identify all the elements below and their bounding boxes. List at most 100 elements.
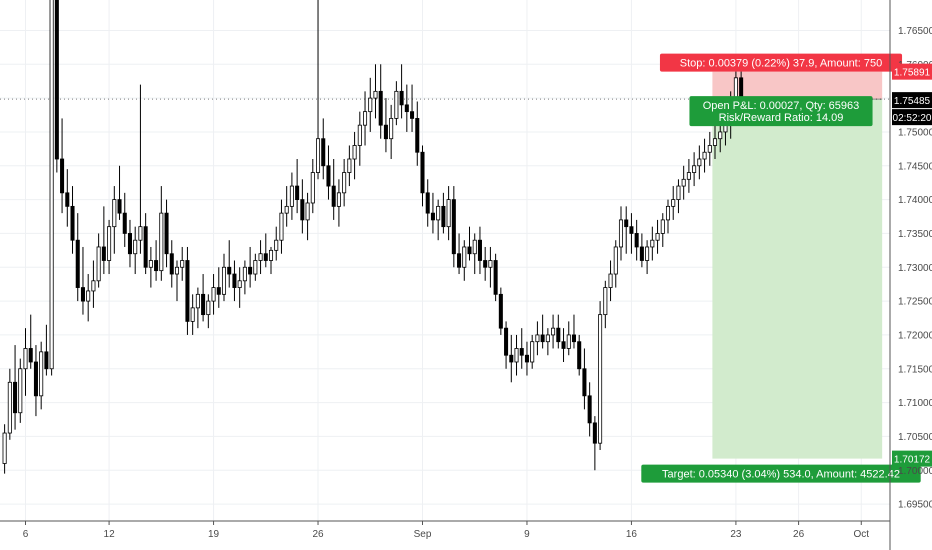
y-tick-label: 1.76500	[898, 26, 932, 37]
candle-body-down	[216, 287, 221, 295]
candle	[86, 274, 91, 322]
countdown-tag-bg	[892, 109, 932, 126]
candle-body-up	[347, 158, 352, 173]
candle-body-up	[697, 158, 702, 167]
candle	[420, 145, 425, 207]
candle	[13, 345, 18, 430]
candle-body-down	[300, 199, 305, 221]
candle	[462, 240, 467, 281]
candle-body-up	[603, 287, 608, 316]
candle-body-up	[446, 199, 451, 228]
x-tick-label: 16	[626, 529, 638, 540]
candle-body-up	[342, 172, 347, 194]
candle-body-down	[477, 239, 482, 261]
x-tick-label: 26	[793, 529, 805, 540]
candle	[39, 341, 44, 410]
candle-body-up	[133, 239, 138, 255]
candle	[326, 145, 331, 200]
candle	[23, 328, 28, 396]
candle	[561, 328, 566, 362]
current-price-tag: 1.75485	[892, 92, 932, 109]
candle-body-up	[707, 145, 712, 153]
candle	[363, 91, 368, 146]
candle	[75, 213, 80, 302]
candle	[159, 186, 164, 281]
candle	[425, 179, 430, 227]
candle-body-down	[504, 327, 509, 356]
candle-body-up	[530, 341, 535, 363]
candle	[133, 226, 138, 275]
candle-body-down	[122, 212, 127, 234]
candle	[201, 274, 206, 322]
candle-body-down	[430, 212, 435, 221]
candle	[331, 159, 336, 220]
target-zone	[712, 99, 883, 459]
candle	[295, 159, 300, 214]
candle	[655, 219, 660, 254]
candle	[430, 192, 435, 234]
candle-body-down	[154, 260, 159, 272]
candle	[436, 199, 441, 241]
y-tick-label: 1.75000	[898, 127, 932, 138]
candle	[582, 348, 587, 410]
candle-body-down	[519, 348, 524, 356]
candle-body-down	[70, 205, 75, 241]
target-label: Target: 0.05340 (3.04%) 534.0, Amount: 4…	[641, 464, 921, 483]
candle	[671, 186, 676, 220]
candle-body-up	[645, 246, 650, 261]
candle-body-down	[13, 381, 18, 414]
candle-body-down	[498, 293, 503, 329]
candle	[629, 213, 634, 254]
candle-body-down	[493, 260, 498, 295]
candle	[686, 159, 691, 193]
candle-body-up	[237, 280, 242, 288]
candle	[169, 240, 174, 288]
stop-price-tag-bg	[892, 63, 932, 80]
candle	[681, 165, 686, 200]
candle-body-down	[65, 192, 70, 207]
candle-body-up	[650, 239, 655, 248]
x-tick-label: 9	[524, 529, 530, 540]
candle-body-up	[148, 260, 153, 268]
candle-body-down	[44, 351, 49, 370]
candle-body-up	[352, 145, 357, 160]
candle-body-up	[316, 138, 321, 173]
candle	[127, 219, 132, 268]
candle-body-down	[425, 192, 430, 214]
candle	[368, 77, 373, 132]
y-tick-label: 1.74500	[898, 161, 932, 172]
candle	[347, 145, 352, 187]
candle-body-up	[681, 178, 686, 187]
x-tick-label: 6	[23, 529, 29, 540]
candle-body-up	[723, 124, 728, 133]
candle-body-down	[634, 233, 639, 248]
candle-body-down	[169, 253, 174, 275]
candle	[70, 186, 75, 254]
candle-body-down	[321, 138, 326, 167]
candle	[80, 246, 85, 315]
candle	[488, 246, 493, 288]
candle-body-up	[268, 249, 274, 261]
candle	[477, 226, 482, 275]
candle	[342, 159, 347, 207]
pnl-label-text: Open P&L: 0.00027, Qty: 65963	[703, 100, 860, 112]
candle-body-down	[232, 273, 237, 288]
candle	[394, 81, 399, 126]
candle-body-up	[613, 246, 618, 275]
candle	[310, 159, 315, 214]
candle-body-up	[258, 253, 263, 261]
candle	[566, 321, 571, 356]
candle-body-down	[248, 266, 253, 275]
candle-body-down	[457, 253, 462, 268]
candle-body-up	[692, 165, 697, 173]
candle	[665, 199, 671, 234]
target-price-tag-bg	[892, 450, 932, 467]
x-tick-label: 23	[730, 529, 742, 540]
candle-body-up	[96, 246, 101, 282]
candle-body-up	[274, 239, 279, 251]
candle	[472, 233, 477, 275]
candle	[289, 172, 294, 220]
candle-body-down	[577, 341, 582, 370]
candle	[7, 368, 12, 440]
